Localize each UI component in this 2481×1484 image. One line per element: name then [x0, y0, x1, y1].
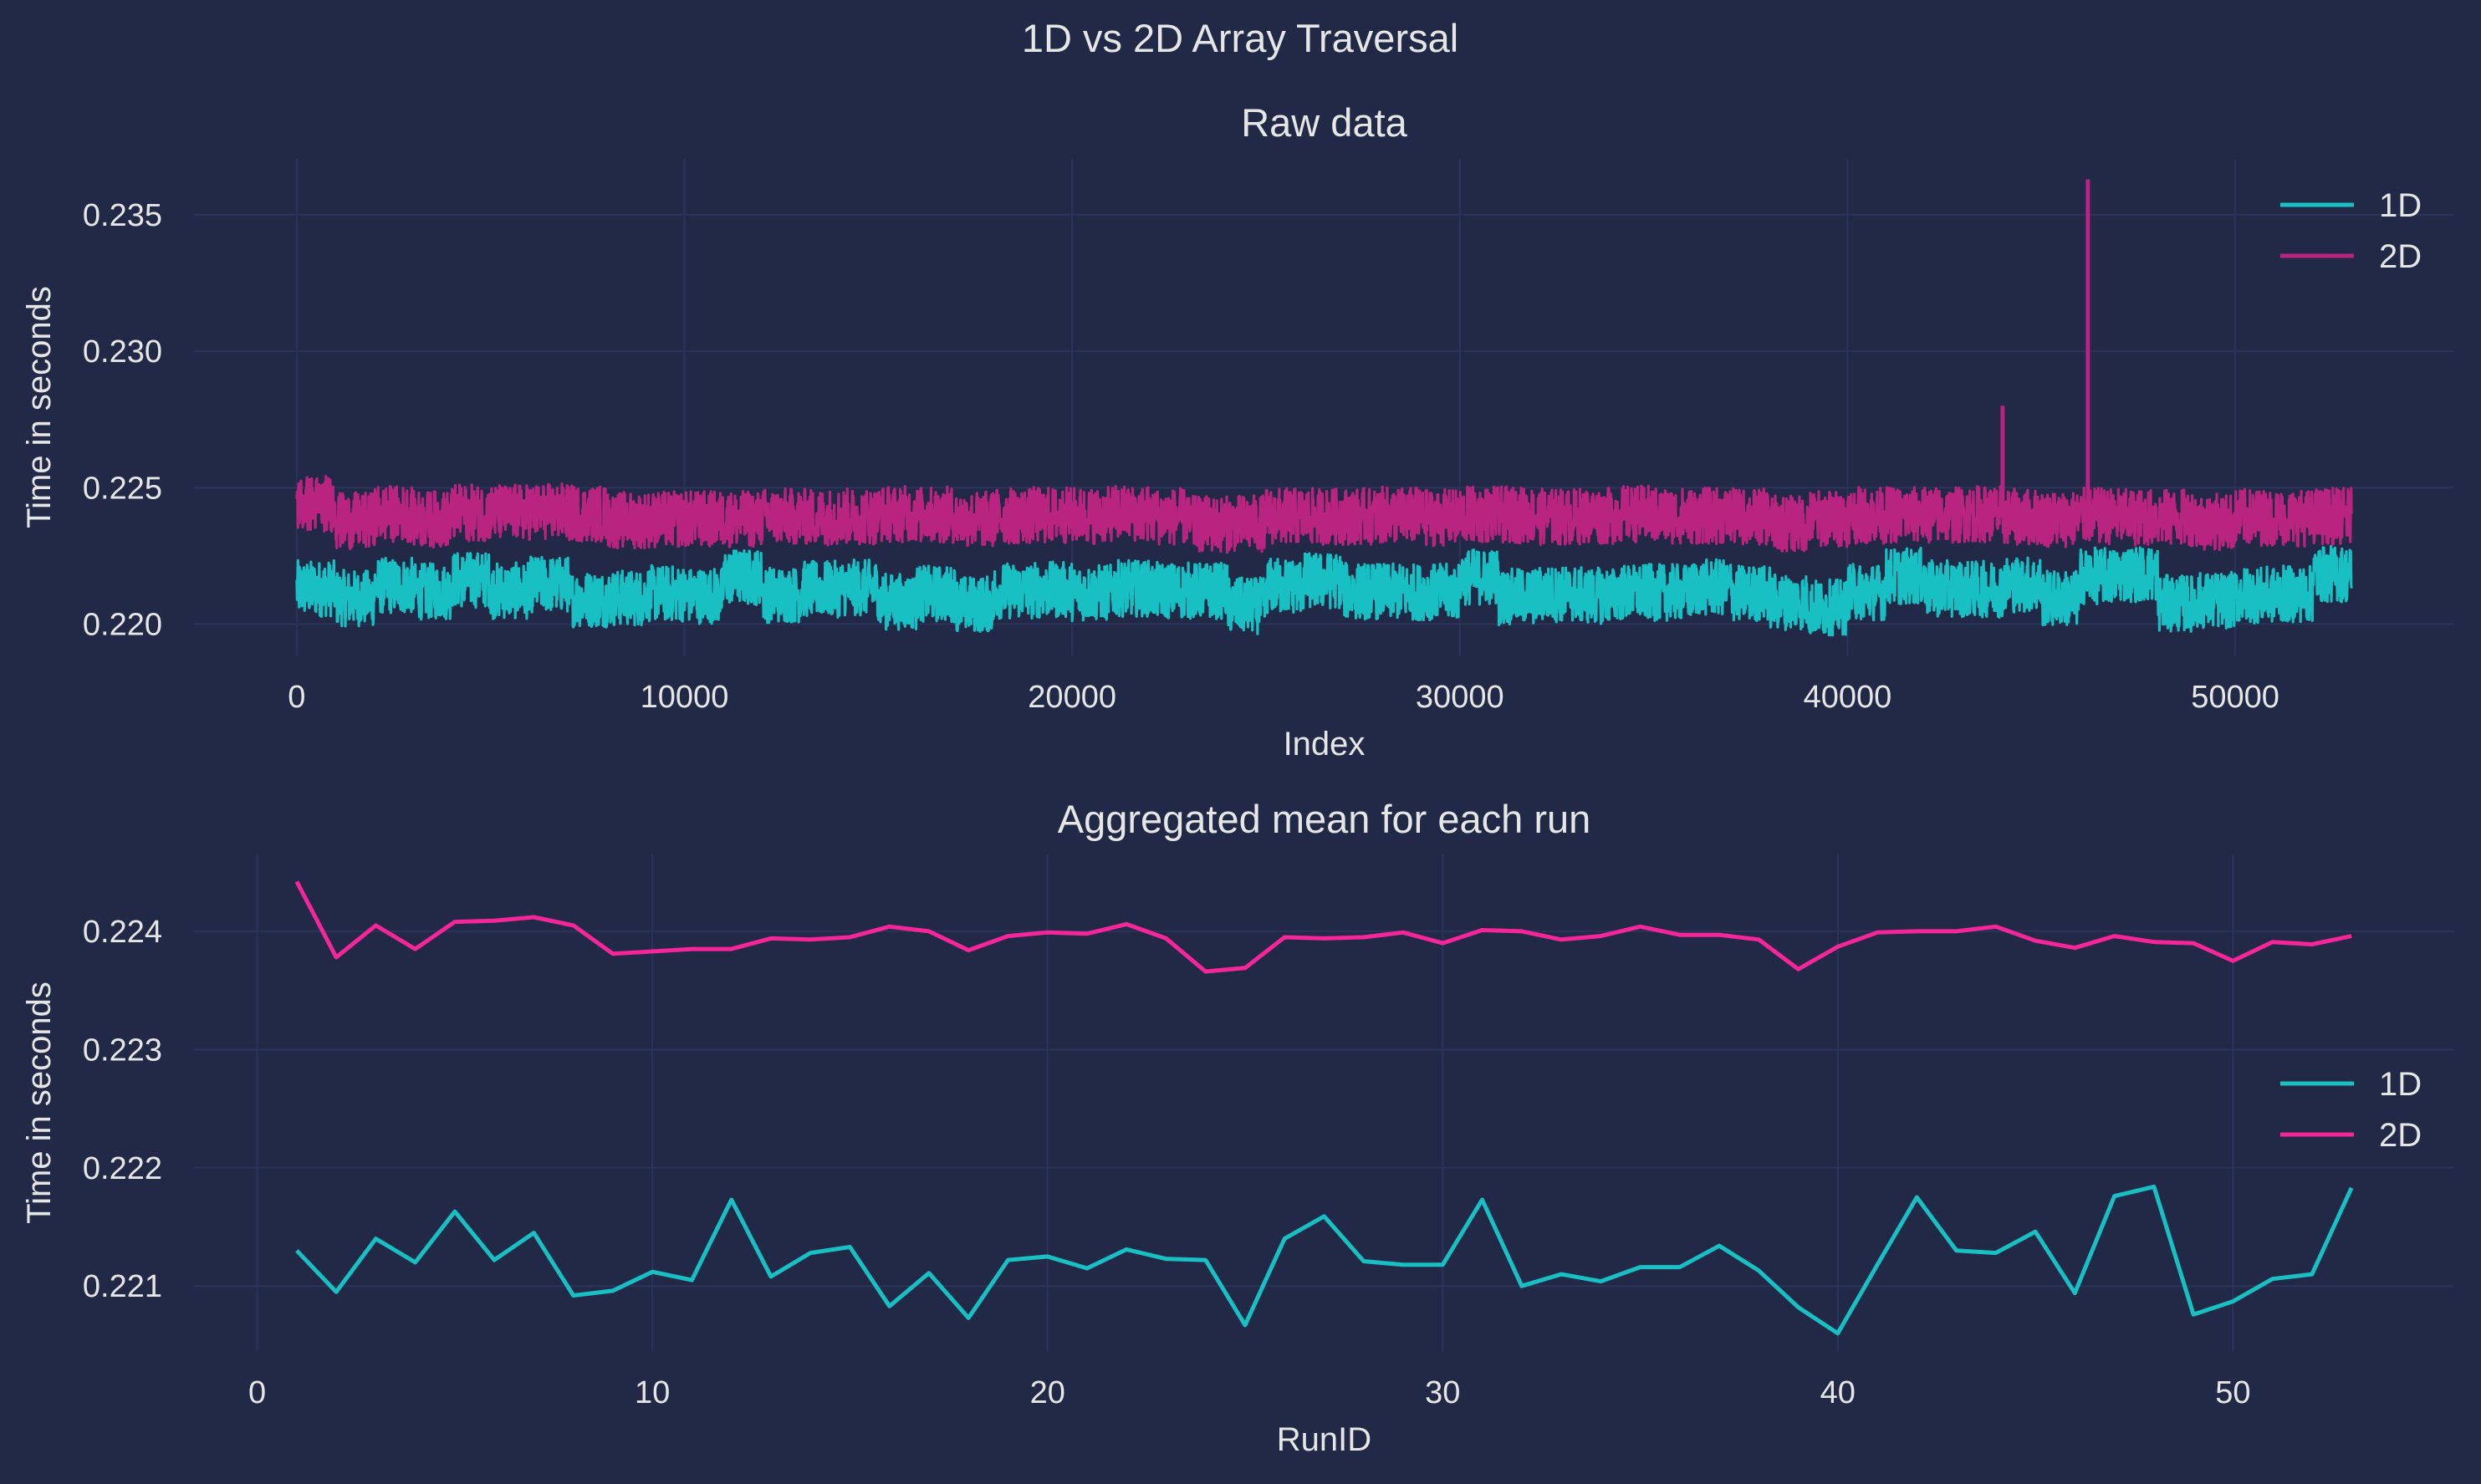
- x-tick-label: 10: [635, 1375, 670, 1410]
- x-tick-label: 0: [288, 680, 305, 715]
- raw-data-plot: 0 10000 20000 30000 40000 50000 0.220 0.225 0.23…: [21, 100, 2454, 762]
- x-tick-label: 40: [1820, 1375, 1856, 1410]
- y-axis-label: Time in seconds: [21, 286, 58, 528]
- grid: [194, 159, 2454, 655]
- y-tick-label: 0.225: [83, 471, 162, 506]
- y-tick-label: 0.222: [83, 1151, 162, 1186]
- x-tick-label: 20: [1030, 1375, 1065, 1410]
- figure-suptitle: 1D vs 2D Array Traversal: [1022, 16, 1458, 60]
- x-tick-label: 50: [2215, 1375, 2250, 1410]
- data-region: [295, 179, 2353, 637]
- x-tick-label: 10000: [641, 680, 729, 715]
- y-tick-label: 0.224: [83, 915, 162, 950]
- x-axis-label: Index: [1284, 726, 1366, 762]
- y-tick-label: 0.223: [83, 1033, 162, 1068]
- legend-label: 1D: [2379, 187, 2422, 224]
- grid: [194, 854, 2454, 1351]
- x-tick-label: 0: [248, 1375, 266, 1410]
- x-axis-label: RunID: [1277, 1421, 1371, 1458]
- aggregated-mean-plot: 0 10 20 30 40 50 0.221 0.222 0.223 0.224 Aggregate…: [21, 797, 2454, 1458]
- x-tick-label: 40000: [1804, 680, 1892, 715]
- axes-title: Raw data: [1241, 100, 1407, 145]
- y-tick-label: 0.230: [83, 334, 162, 370]
- x-tick-label: 30000: [1416, 680, 1504, 715]
- series-line-2D: [295, 475, 2353, 554]
- axes-title: Aggregated mean for each run: [1058, 797, 1591, 841]
- legend-label: 2D: [2379, 1117, 2422, 1154]
- series-line-2D: [294, 880, 2352, 974]
- series-line-1D: [295, 1184, 2354, 1336]
- y-axis-label: Time in seconds: [21, 982, 58, 1224]
- data-region: [294, 880, 2354, 1336]
- y-tick-label: 0.220: [83, 607, 162, 642]
- series-line-1D: [295, 544, 2353, 637]
- legend-label: 1D: [2379, 1066, 2422, 1103]
- y-tick-label: 0.221: [83, 1269, 162, 1304]
- x-tick-label: 30: [1425, 1375, 1460, 1410]
- y-tick-label: 0.235: [83, 198, 162, 233]
- x-tick-label: 50000: [2191, 680, 2279, 715]
- x-tick-label: 20000: [1028, 680, 1116, 715]
- legend-label: 2D: [2379, 238, 2422, 275]
